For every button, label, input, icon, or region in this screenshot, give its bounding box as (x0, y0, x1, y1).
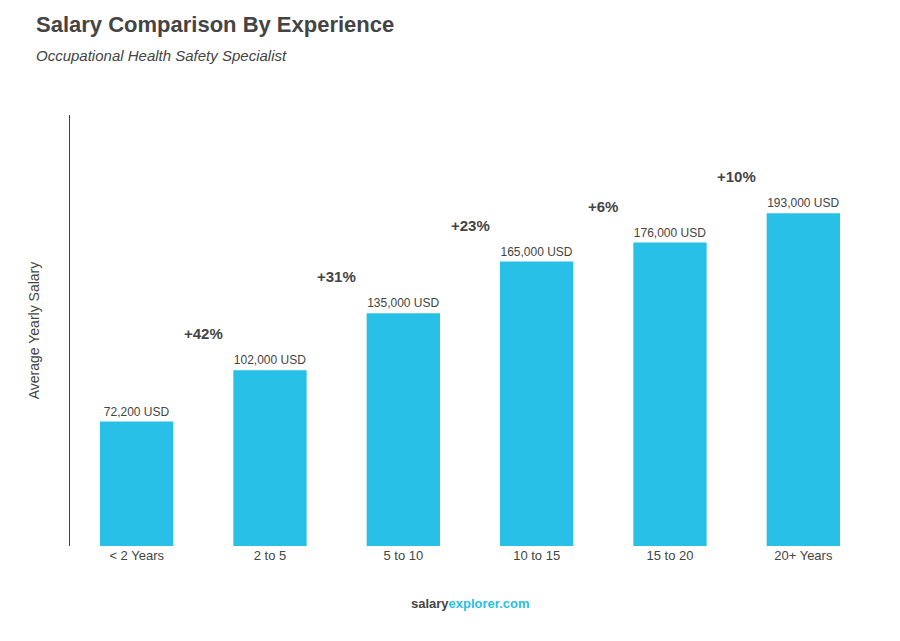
svg-text:2 to 5: 2 to 5 (254, 548, 287, 563)
svg-text:Salary Comparison By Experienc: Salary Comparison By ExperienceOccupatio… (36, 12, 394, 64)
svg-text:15 to 20: 15 to 20 (647, 548, 694, 563)
svg-text:+42%: +42% (184, 325, 223, 342)
svg-text:+6%: +6% (588, 198, 618, 215)
svg-text:135,000 USD: 135,000 USD (367, 296, 439, 310)
svg-text:176,000 USD: 176,000 USD (634, 226, 706, 240)
svg-text:+31%: +31% (317, 268, 356, 285)
svg-text:20+ Years: 20+ Years (774, 548, 833, 563)
svg-text:salaryexplorer.com: salaryexplorer.com (411, 596, 530, 611)
svg-text:193,000 USD: 193,000 USD (767, 196, 839, 210)
svg-text:+23%: +23% (451, 217, 490, 234)
svg-text:Average Yearly Salary: Average Yearly Salary (26, 262, 42, 400)
svg-text:72,200 USD: 72,200 USD (104, 405, 170, 419)
svg-text:< 2 Years: < 2 Years (109, 548, 164, 563)
svg-text:+10%: +10% (717, 168, 756, 185)
svg-text:5 to 10: 5 to 10 (383, 548, 423, 563)
svg-text:165,000 USD: 165,000 USD (500, 245, 572, 259)
svg-text:10 to 15: 10 to 15 (513, 548, 560, 563)
svg-text:102,000 USD: 102,000 USD (234, 353, 306, 367)
